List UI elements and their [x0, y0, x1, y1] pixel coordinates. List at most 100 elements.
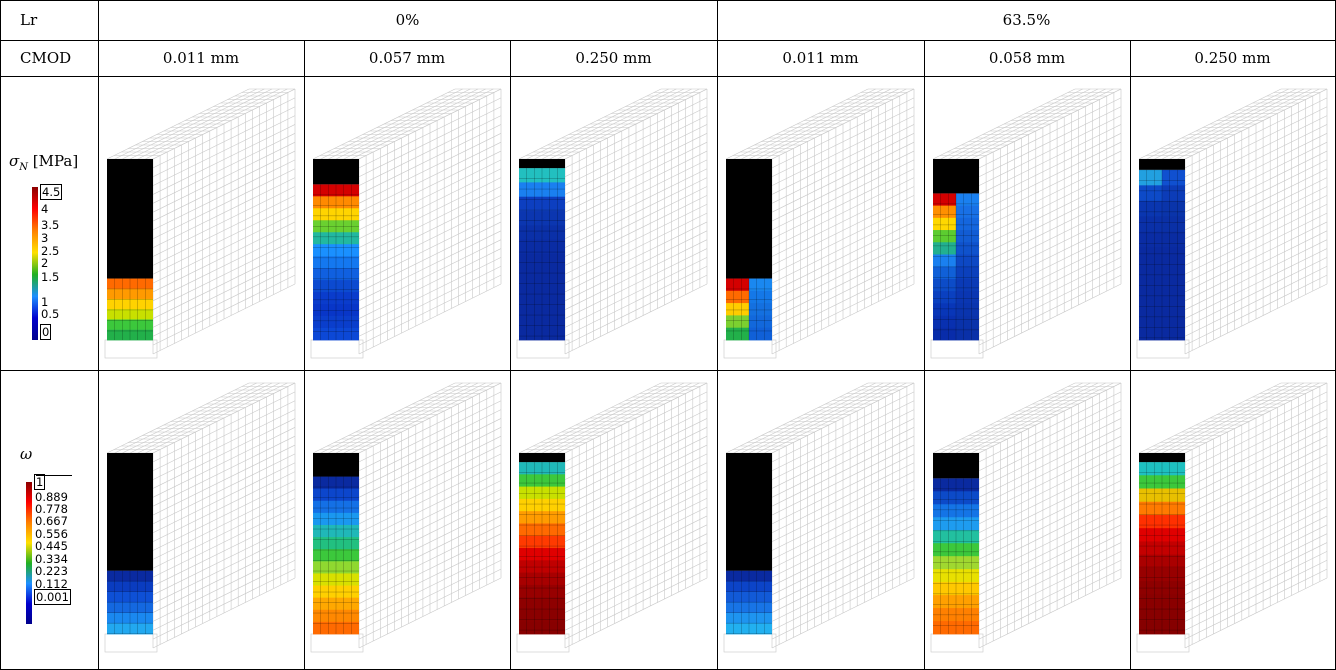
contour-band	[1139, 278, 1162, 294]
contour-band	[956, 327, 979, 341]
damage-mesh-svg	[1136, 382, 1328, 653]
element-grid	[726, 570, 772, 634]
contour-band	[726, 315, 749, 329]
stress-mesh-svg	[1136, 88, 1328, 359]
unloaded-region	[519, 453, 565, 463]
stress-mesh-svg	[516, 88, 708, 359]
lr-label: Lr	[20, 11, 38, 29]
contour-band	[1139, 324, 1162, 341]
contour-band	[726, 303, 749, 316]
contour-band	[726, 278, 749, 292]
wireframe-mesh	[310, 88, 502, 359]
unloaded-region	[313, 453, 359, 477]
damage-colorbar	[26, 482, 32, 624]
damage-tick: 0.667	[35, 514, 68, 528]
element-grid	[313, 476, 359, 634]
cmod-value: 0.250 mm	[1194, 49, 1271, 67]
contour-band	[933, 278, 956, 292]
unloaded-region	[313, 159, 359, 185]
contour-band	[749, 327, 772, 341]
contour-band	[1162, 169, 1185, 186]
contour-band	[1162, 185, 1185, 202]
lr-group-0: 0%	[395, 11, 420, 29]
contour-band	[933, 230, 956, 243]
contour-band	[749, 303, 772, 316]
contour-band	[956, 254, 979, 268]
row-divider	[0, 0, 1336, 1]
contour-band	[726, 290, 749, 304]
contour-band	[1139, 231, 1162, 248]
row-divider	[0, 370, 1336, 371]
col-divider	[924, 40, 925, 670]
contour-band	[1162, 293, 1185, 310]
contour-band	[1139, 185, 1162, 202]
stress-tick: 1.5	[41, 270, 60, 284]
stress-mesh-svg	[930, 88, 1122, 359]
col-divider	[304, 40, 305, 670]
element-grid	[933, 193, 979, 340]
element-grid	[107, 278, 153, 340]
stress-tick: 3.5	[41, 218, 60, 232]
contour-band	[956, 205, 979, 219]
contour-band	[749, 290, 772, 304]
contour-band	[933, 193, 956, 207]
stress-panel	[1131, 77, 1335, 370]
unloaded-region	[933, 453, 979, 479]
stress-tick: 4.5	[40, 184, 63, 200]
col-divider	[98, 0, 99, 670]
contour-band	[933, 217, 956, 231]
contour-band	[933, 254, 956, 268]
damage-panel	[1131, 371, 1335, 669]
col-divider	[0, 0, 1, 670]
damage-legend-title: ω	[20, 445, 33, 463]
contour-band	[956, 303, 979, 316]
damage-panel	[718, 371, 924, 669]
row-divider	[0, 40, 1336, 41]
stress-panel	[99, 77, 304, 370]
cmod-label: CMOD	[20, 49, 72, 67]
contour-band	[956, 230, 979, 243]
contour-band	[956, 193, 979, 207]
stress-tick: 2	[41, 256, 49, 270]
contour-band	[933, 266, 956, 280]
row-divider	[0, 76, 1336, 77]
contour-band	[956, 315, 979, 329]
stress-tick: 3	[41, 231, 49, 245]
contour-band	[1139, 216, 1162, 233]
damage-tick: 0.889	[35, 490, 68, 504]
damage-tick: 0.223	[35, 564, 68, 578]
damage-tick: 0.556	[35, 527, 68, 541]
damage-panel	[99, 371, 304, 669]
element-grid	[519, 461, 565, 634]
damage-panel	[305, 371, 510, 669]
element-grid	[933, 478, 979, 634]
contour-band	[1162, 216, 1185, 233]
unloaded-region	[107, 453, 153, 571]
col-divider	[1130, 40, 1131, 670]
col-divider	[510, 40, 511, 670]
wireframe-mesh	[930, 88, 1122, 359]
contour-band	[1139, 262, 1162, 279]
contour-band	[1139, 247, 1162, 264]
unloaded-region	[933, 159, 979, 194]
unloaded-region	[519, 159, 565, 169]
stress-mesh-svg	[310, 88, 502, 359]
element-grid	[107, 570, 153, 634]
damage-mesh-svg	[516, 382, 708, 653]
contour-band	[956, 242, 979, 255]
front-face	[933, 159, 979, 341]
stress-panel	[305, 77, 510, 370]
stress-legend-title: σN [MPa]	[9, 152, 79, 173]
stress-panel	[511, 77, 717, 370]
damage-legend: ω 1 0.889 0.778 0.667 0.556 0.445 0.334 …	[0, 370, 98, 670]
contour-band	[956, 291, 979, 304]
stress-panel	[718, 77, 924, 370]
cmod-value: 0.011 mm	[162, 49, 240, 67]
damage-tick: 0.334	[35, 552, 68, 566]
lr-group-1: 63.5%	[1002, 11, 1051, 29]
cmod-value: 0.058 mm	[988, 49, 1066, 67]
wireframe-mesh	[516, 382, 708, 653]
contour-band	[1162, 278, 1185, 294]
contour-band	[956, 217, 979, 231]
contour-band	[1139, 169, 1162, 186]
